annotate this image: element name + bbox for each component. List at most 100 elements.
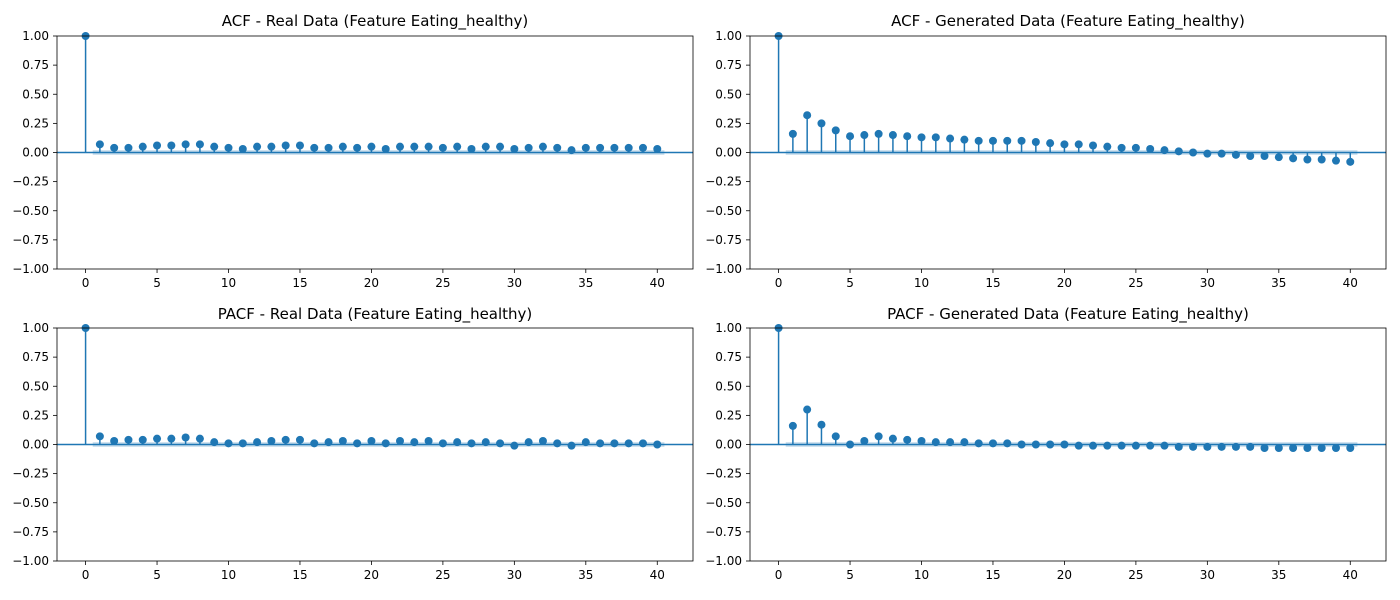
data-point (974, 136, 983, 145)
data-point (846, 440, 855, 449)
data-point (367, 437, 376, 446)
y-tick-label: 0.00 (715, 438, 742, 452)
x-tick-label: 0 (82, 568, 90, 582)
data-point (153, 141, 162, 150)
data-point (1260, 151, 1269, 160)
data-point (1346, 443, 1355, 452)
x-tick-label: 30 (1200, 276, 1215, 290)
data-point (281, 435, 290, 444)
data-point (581, 438, 590, 447)
data-point (596, 143, 605, 152)
data-point (874, 432, 883, 441)
y-tick-label: −0.75 (705, 525, 742, 539)
y-tick-label: 0.00 (22, 438, 49, 452)
data-point (524, 143, 533, 152)
data-point (1317, 155, 1326, 164)
y-tick-label: −0.25 (12, 467, 49, 481)
data-point (946, 438, 955, 447)
data-point (1103, 142, 1112, 151)
x-tick-label: 15 (292, 276, 307, 290)
data-point (181, 140, 190, 149)
data-point (95, 432, 104, 441)
data-point (860, 131, 869, 140)
x-tick-label: 20 (1057, 276, 1072, 290)
data-point (324, 143, 333, 152)
data-point (1217, 442, 1226, 451)
y-tick-label: −1.00 (705, 262, 742, 276)
data-point (1317, 443, 1326, 452)
y-tick-label: −0.25 (12, 175, 49, 189)
x-tick-label: 15 (292, 568, 307, 582)
data-point (496, 439, 505, 448)
data-point (353, 143, 362, 152)
subplot-pacf-real: PACF - Real Data (Feature Eating_healthy… (12, 305, 694, 582)
data-point (224, 143, 233, 152)
x-tick-label: 40 (650, 276, 665, 290)
data-point (496, 142, 505, 151)
data-point (917, 133, 926, 142)
data-point (410, 142, 419, 151)
data-point (381, 145, 390, 154)
y-tick-label: 0.50 (22, 379, 49, 393)
data-point (610, 439, 619, 448)
data-point (931, 133, 940, 142)
data-point (167, 141, 176, 150)
x-tick-label: 20 (364, 568, 379, 582)
data-point (481, 438, 490, 447)
data-point (124, 143, 133, 152)
x-tick-label: 30 (1200, 568, 1215, 582)
x-tick-label: 10 (221, 276, 236, 290)
data-point (831, 126, 840, 135)
y-tick-label: −0.25 (705, 175, 742, 189)
data-point (210, 438, 219, 447)
data-point (1203, 442, 1212, 451)
y-tick-label: −0.75 (12, 525, 49, 539)
data-point (1074, 441, 1083, 450)
data-point (553, 439, 562, 448)
y-tick-label: 1.00 (22, 321, 49, 335)
data-point (1046, 440, 1055, 449)
data-point (610, 143, 619, 152)
x-tick-label: 35 (578, 568, 593, 582)
data-point (1274, 443, 1283, 452)
data-point (310, 439, 319, 448)
data-point (960, 135, 969, 144)
y-tick-label: −1.00 (705, 554, 742, 568)
x-tick-label: 5 (846, 276, 854, 290)
data-point (553, 143, 562, 152)
x-tick-label: 35 (1271, 276, 1286, 290)
data-point (510, 145, 519, 154)
x-tick-label: 10 (221, 568, 236, 582)
data-point (596, 439, 605, 448)
y-tick-label: 0.00 (22, 146, 49, 160)
data-point (581, 143, 590, 152)
data-point (181, 433, 190, 442)
x-tick-label: 35 (1271, 568, 1286, 582)
data-point (138, 142, 147, 151)
data-point (538, 437, 547, 446)
y-tick-label: 0.75 (22, 350, 49, 364)
data-point (1303, 155, 1312, 164)
x-tick-label: 0 (82, 276, 90, 290)
data-point (638, 143, 647, 152)
data-point (281, 141, 290, 150)
x-tick-label: 25 (1128, 568, 1143, 582)
data-point (295, 435, 304, 444)
data-point (453, 438, 462, 447)
x-tick-label: 40 (1343, 276, 1358, 290)
data-point (353, 439, 362, 448)
data-point (638, 439, 647, 448)
data-point (1003, 439, 1012, 448)
data-point (138, 435, 147, 444)
y-tick-label: 0.50 (715, 87, 742, 101)
data-point (1289, 443, 1298, 452)
data-point (1074, 140, 1083, 149)
data-point (1131, 441, 1140, 450)
data-point (1189, 148, 1198, 157)
y-tick-label: 0.75 (715, 350, 742, 364)
data-point (538, 142, 547, 151)
data-point (1203, 149, 1212, 158)
data-point (624, 143, 633, 152)
data-point (110, 437, 119, 446)
